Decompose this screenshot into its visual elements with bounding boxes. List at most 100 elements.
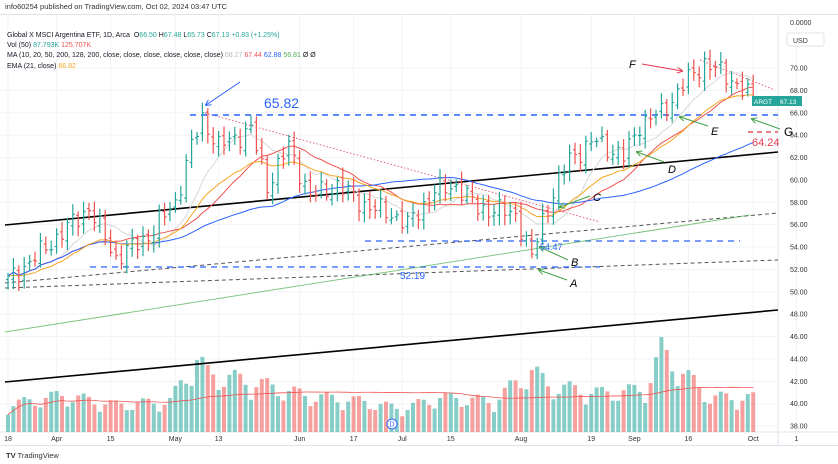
ohlc-bar — [481, 195, 486, 221]
tradingview-logo[interactable]: TV TradingView — [6, 451, 59, 460]
ohlc-bar — [135, 234, 140, 259]
volume-bar — [378, 404, 383, 432]
ohlc-bar — [729, 70, 734, 95]
label-a[interactable]: A — [569, 278, 577, 290]
ohlc-bar — [357, 188, 361, 222]
volume-bar — [600, 387, 604, 432]
ohlc-bar — [659, 93, 664, 119]
level-52-19-label[interactable]: 52.19 — [400, 271, 425, 282]
price-axis-top: 0.0000 — [790, 20, 812, 27]
trendline-dashed-lower[interactable] — [4, 259, 779, 289]
symbol-name[interactable]: Global X MSCI Argentina ETF, 1D, Arca — [7, 32, 130, 39]
dividend-marker-icon[interactable] — [386, 418, 398, 430]
ohlc-bar — [589, 132, 594, 152]
ma10-line — [7, 72, 754, 277]
level-64-24-label[interactable]: 64.24 — [752, 137, 780, 149]
volume-bar — [627, 384, 631, 432]
volume-bar — [621, 390, 626, 432]
ohlc-bar — [6, 272, 10, 290]
volume-bar — [162, 404, 167, 432]
volume-bar — [211, 374, 216, 432]
ohlc-bar — [351, 177, 356, 202]
published-caption: info60254 published on TradingView.com, … — [5, 2, 228, 11]
trendline-lower-black[interactable] — [4, 309, 779, 383]
chart-legend: Global X MSCI Argentina ETF, 1D, Arca O6… — [7, 31, 316, 72]
change-value: +0.83 (+1.25%) — [231, 32, 280, 39]
volume-bar — [249, 399, 253, 432]
arrow-peak — [206, 81, 241, 105]
ohlc-bar — [27, 254, 32, 271]
ohlc-bar — [243, 121, 248, 157]
ohlc-bar — [108, 229, 113, 257]
volume-bar — [81, 393, 86, 432]
volume-bar — [454, 397, 459, 432]
time-tick-label: 15 — [447, 436, 455, 443]
open-value: 66.50 — [139, 32, 157, 39]
volume-bar — [384, 401, 388, 432]
ohlc-bar — [621, 139, 626, 170]
label-c[interactable]: C — [593, 192, 601, 204]
trendline-red-dotted-2[interactable] — [699, 59, 776, 91]
ohlc-bar — [254, 116, 259, 155]
ohlc-bar — [529, 228, 534, 259]
label-f[interactable]: F — [629, 59, 637, 71]
label-d[interactable]: D — [668, 164, 676, 176]
ohlc-bar — [151, 225, 156, 253]
ohlc-bar — [675, 83, 680, 110]
volume-bar — [227, 374, 232, 432]
ohlc-bar — [297, 150, 302, 193]
ohlc-bar — [189, 129, 194, 169]
volume-bar — [394, 408, 399, 432]
price-tick-label: 58.00 — [790, 200, 808, 207]
volume-bar — [740, 400, 745, 432]
price-axis[interactable]: 0.0000 USD ARGT 67.13 70.00 68.00 66.00 64.… — [752, 20, 825, 431]
volume-bar — [65, 406, 70, 432]
volume-bar — [486, 403, 491, 432]
ohlc-bar — [76, 211, 81, 237]
label-e[interactable]: E — [711, 126, 719, 138]
ohlc-bar — [281, 146, 286, 169]
volume-bar — [157, 411, 162, 432]
ohlc-bar — [400, 201, 405, 234]
level-65-82-label[interactable]: 65.82 — [264, 95, 299, 111]
volume-bar — [124, 410, 129, 432]
ohlc-bar — [686, 62, 691, 95]
trendline-dashed-upper[interactable] — [4, 212, 779, 284]
ohlc-bar — [114, 242, 118, 260]
volume-bar — [729, 400, 734, 432]
label-b[interactable]: B — [571, 257, 578, 269]
ohlc-bar — [416, 209, 421, 230]
legend-ema-row[interactable]: EMA (21, close) 66.82 — [7, 62, 316, 72]
volume-bar — [130, 409, 135, 432]
legend-ma-row[interactable]: MA (10, 20, 50, 200, 128, 200, close, cl… — [7, 51, 316, 61]
time-tick-label: Apr — [51, 436, 63, 443]
volume-bar — [605, 391, 610, 432]
ohlc-bar — [65, 218, 70, 251]
ohlc-bar — [459, 171, 464, 205]
volume-bar — [448, 392, 453, 432]
volume-bar — [232, 369, 237, 432]
price-tick-label: 60.00 — [790, 177, 808, 184]
ma10-value: 68.27 — [224, 52, 243, 60]
volume-bar — [97, 411, 102, 432]
time-tick-label: May — [169, 436, 183, 443]
legend-volume-row[interactable]: Vol (50) 87.793K 125.707K — [7, 41, 316, 51]
volume-bar — [76, 395, 81, 432]
currency-button[interactable] — [786, 32, 825, 47]
time-axis[interactable]: 18 Apr 15 May 13 Jun 17 Jul 15 Aug 19 Sep 16 Oct 1 — [4, 436, 798, 443]
volume-bar — [367, 409, 372, 432]
ohlc-bar — [340, 167, 345, 203]
ohlc-bar — [573, 142, 577, 165]
volume-bar — [427, 404, 432, 432]
label-g[interactable]: G — [784, 125, 793, 139]
price-tick-label: 42.00 — [790, 379, 808, 386]
high-label: H — [158, 32, 164, 39]
ohlc-bar — [173, 192, 178, 213]
volume-bar — [724, 393, 729, 432]
volume-bar — [637, 391, 642, 432]
close-value: 67.13 — [211, 32, 230, 39]
ohlc-bar — [222, 126, 226, 156]
trendline-upper-black[interactable] — [4, 151, 779, 226]
level-54-47-label[interactable]: 54.47 — [540, 242, 563, 252]
